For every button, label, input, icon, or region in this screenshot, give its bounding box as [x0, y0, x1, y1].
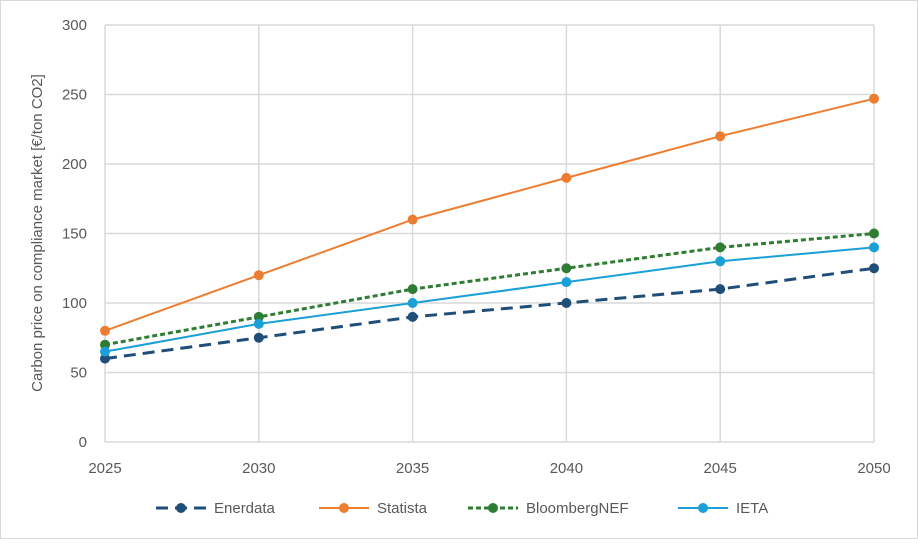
data-point: [100, 353, 110, 364]
legend-marker: [176, 503, 186, 513]
data-point: [253, 311, 264, 322]
legend-label: Statista: [377, 500, 428, 517]
data-point: [253, 332, 264, 343]
legend-label: IETA: [736, 500, 768, 517]
y-tick-label: 200: [62, 156, 87, 173]
series-line: [104, 246, 875, 353]
legend-item-ieta: IETA: [678, 500, 768, 517]
data-point: [715, 284, 726, 295]
series-line: [104, 232, 875, 347]
data-point: [407, 284, 418, 295]
legend-label: BloombergNEF: [526, 500, 629, 517]
y-tick-label: 150: [62, 226, 87, 243]
legend-marker: [698, 503, 708, 513]
data-point: [407, 311, 418, 322]
x-tick-label: 2045: [704, 460, 737, 477]
legend-item-bloombergnef: BloombergNEF: [468, 500, 629, 517]
x-tick-label: 2050: [857, 460, 890, 477]
legend-item-enerdata: Enerdata: [156, 500, 276, 517]
data-point: [407, 214, 418, 225]
data-point: [869, 242, 879, 253]
y-tick-label: 300: [62, 17, 87, 34]
series-enerdata: [100, 263, 879, 364]
x-tick-label: 2040: [550, 460, 583, 477]
x-axis-tick-labels: 2025 2030 2035 2040 2045 2050: [88, 460, 890, 477]
data-point: [407, 298, 418, 308]
y-tick-label: 0: [79, 434, 87, 451]
data-point: [100, 346, 110, 357]
data-point: [100, 339, 110, 350]
data-point: [561, 263, 572, 274]
x-tick-label: 2030: [242, 460, 275, 477]
data-point: [869, 263, 879, 274]
data-point: [561, 172, 572, 183]
legend-marker: [339, 503, 349, 513]
data-point: [253, 318, 264, 329]
y-axis-label: Carbon price on compliance market [€/ton…: [29, 74, 46, 392]
x-tick-label: 2025: [88, 460, 121, 477]
legend-label: Enerdata: [214, 500, 276, 517]
y-axis-tick-labels: 0 50 100 150 200 250 300: [62, 17, 87, 451]
y-tick-label: 250: [62, 87, 87, 104]
series-ieta: [100, 242, 879, 357]
grid-lines: [104, 24, 875, 443]
series-bloombergnef: [100, 228, 879, 350]
legend: Enerdata Statista BloombergNEF IETA: [156, 500, 768, 517]
data-point: [715, 242, 726, 253]
data-point: [715, 256, 726, 267]
data-point: [561, 298, 572, 308]
data-point: [715, 131, 726, 142]
data-point: [100, 325, 110, 336]
series-line: [104, 97, 875, 332]
series-statista: [100, 93, 879, 336]
legend-item-statista: Statista: [319, 500, 428, 517]
series-line: [104, 266, 875, 361]
legend-marker: [488, 503, 498, 513]
data-point: [561, 277, 572, 288]
series-group: [100, 93, 879, 364]
data-point: [869, 228, 879, 239]
data-point: [253, 270, 264, 281]
x-tick-label: 2035: [396, 460, 429, 477]
data-point: [869, 93, 879, 104]
y-tick-label: 100: [62, 295, 87, 312]
y-tick-label: 50: [70, 365, 87, 382]
